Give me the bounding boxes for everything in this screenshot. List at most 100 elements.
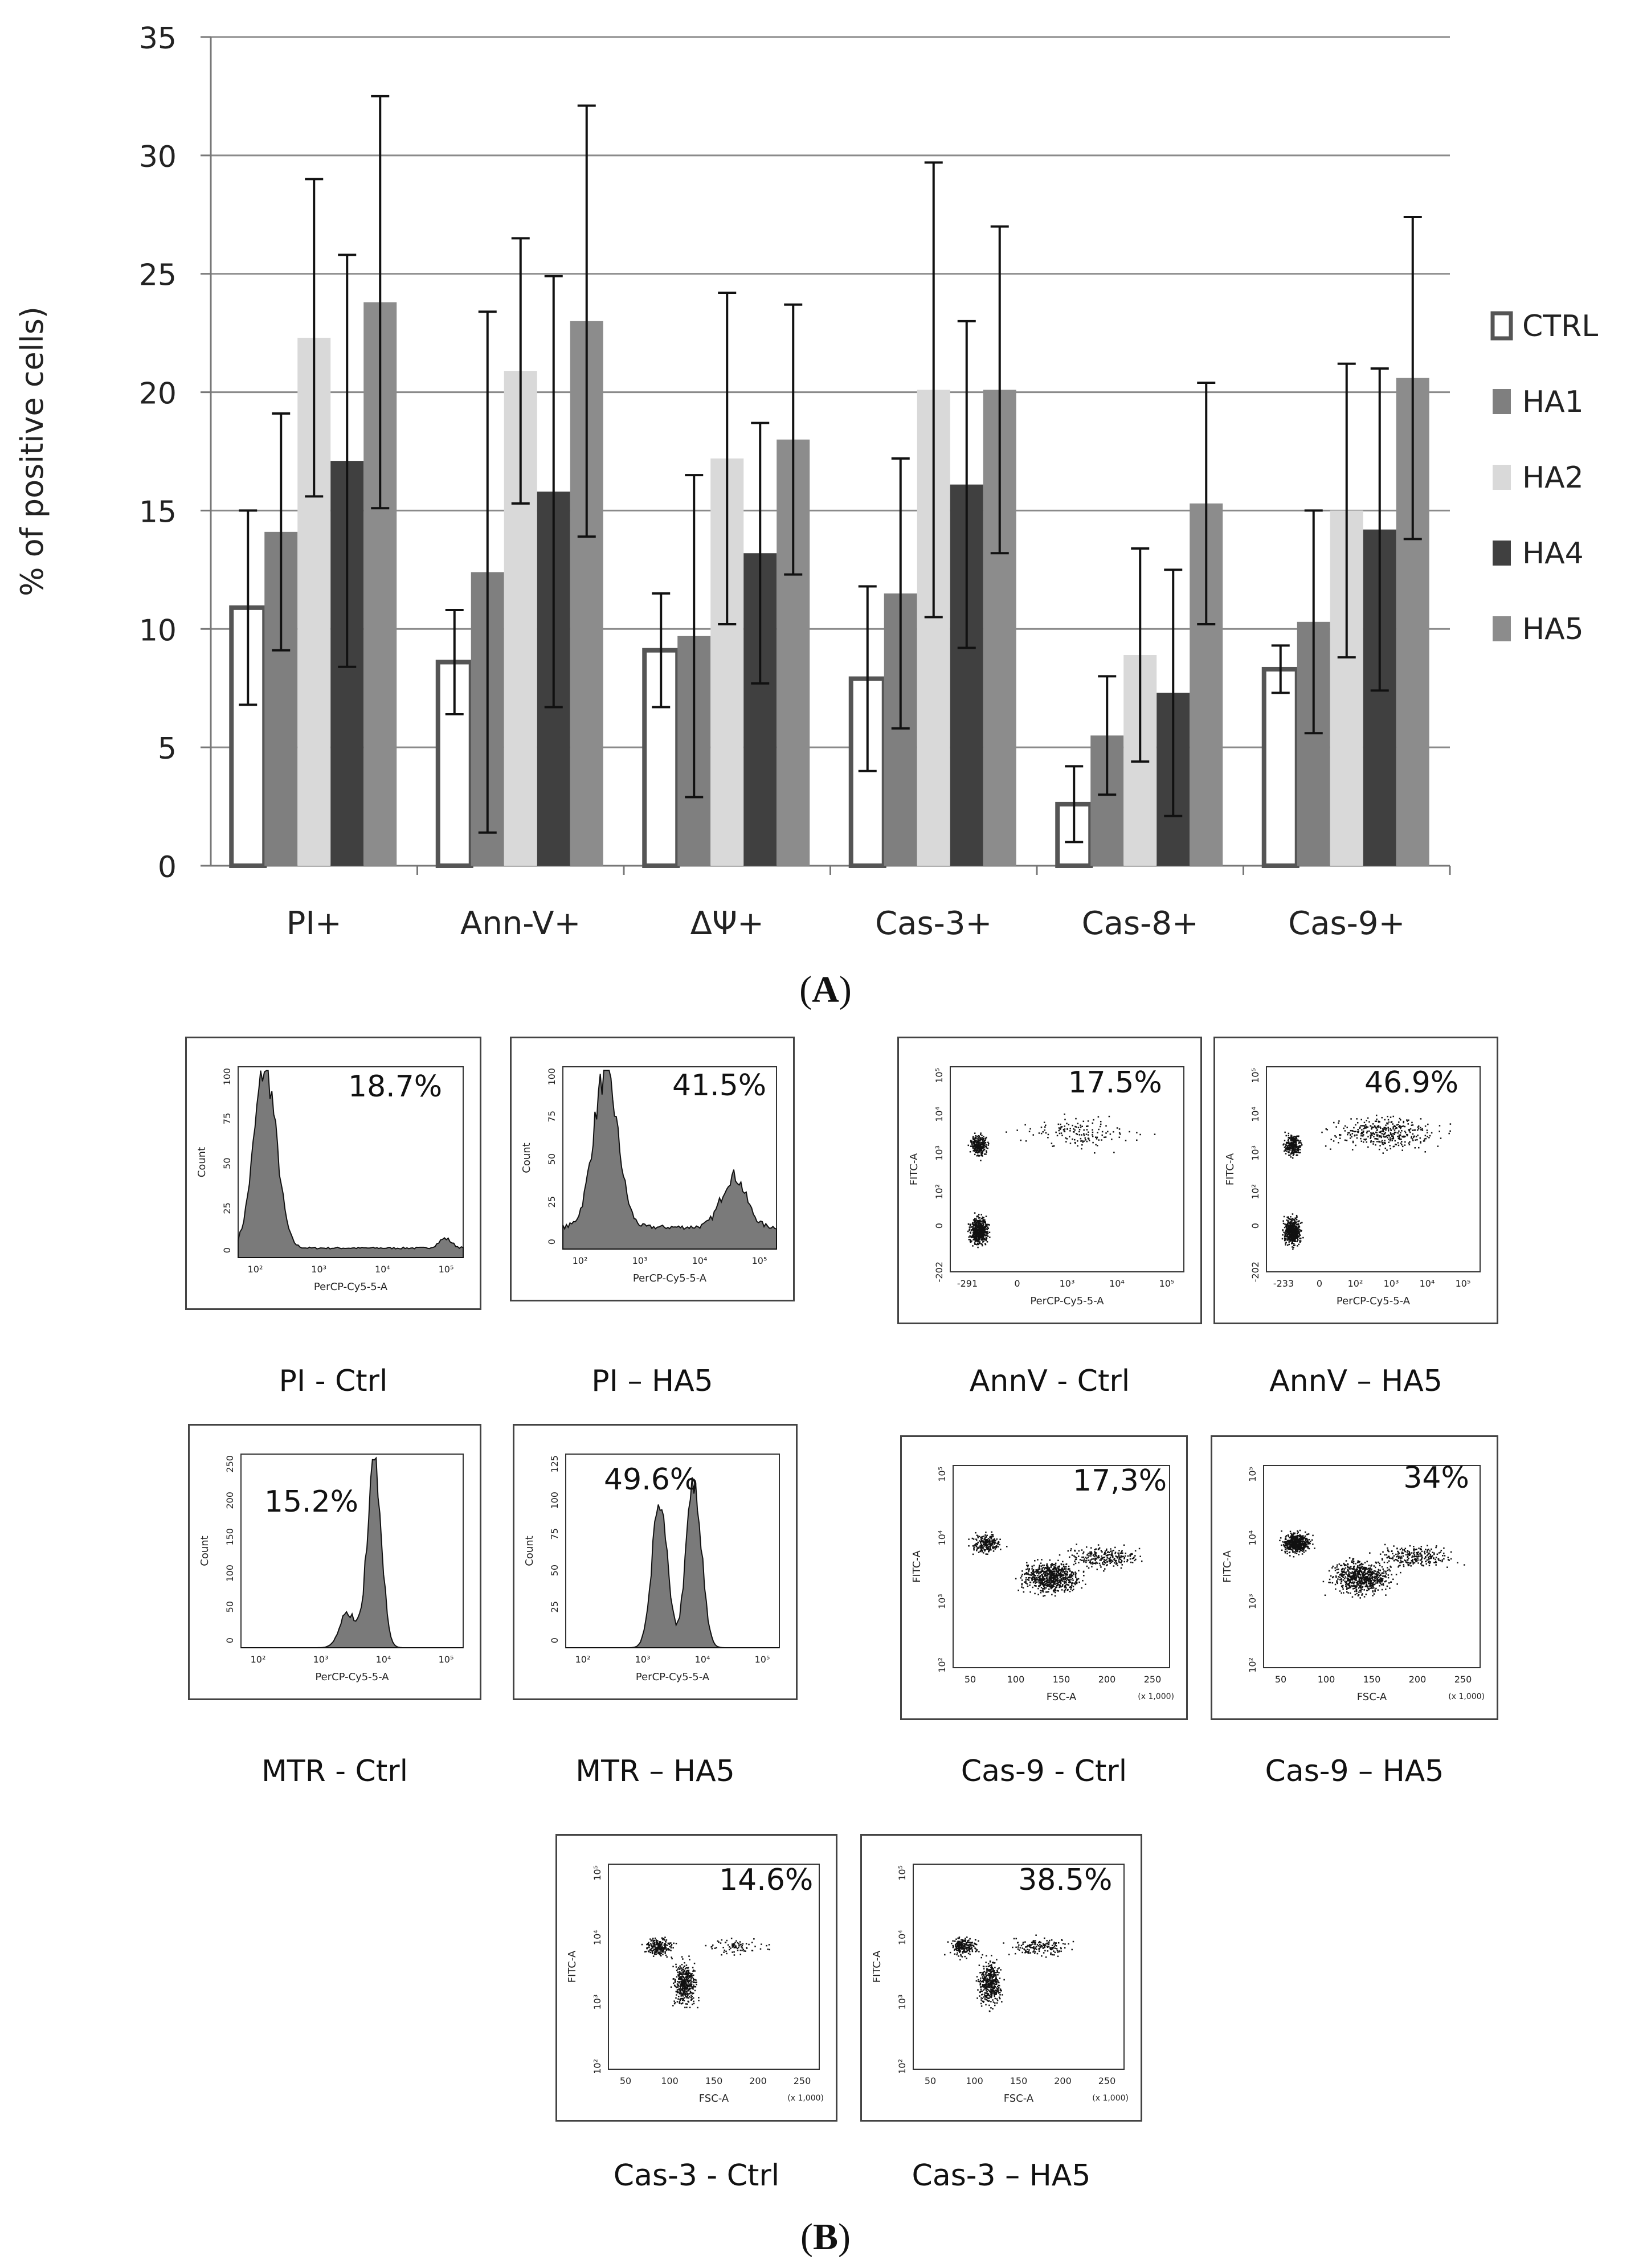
scatter-point bbox=[1053, 1563, 1055, 1566]
scatter-point bbox=[1300, 1544, 1302, 1546]
scatter-point bbox=[1284, 1237, 1286, 1239]
y-tick-label: 5 bbox=[158, 732, 177, 766]
scatter-point bbox=[974, 1235, 976, 1237]
scatter-point bbox=[1372, 1583, 1374, 1585]
scatter-point bbox=[992, 1548, 994, 1550]
scatter-point bbox=[1066, 1577, 1068, 1579]
scatter-point bbox=[1344, 1572, 1346, 1574]
plot-x-label: PerCP-Cy5-5-A bbox=[315, 1671, 389, 1683]
scatter-point bbox=[1363, 1569, 1366, 1571]
scatter-point bbox=[1113, 1152, 1115, 1153]
scatter-point bbox=[1287, 1237, 1289, 1239]
scatter-point bbox=[1416, 1139, 1418, 1141]
scatter-point bbox=[1417, 1554, 1419, 1555]
scatter-point bbox=[1346, 1585, 1347, 1587]
scatter-point bbox=[1308, 1541, 1310, 1544]
scatter-point bbox=[1025, 1569, 1027, 1570]
scatter-point bbox=[984, 1137, 986, 1139]
scatter-point bbox=[1290, 1229, 1293, 1231]
scatter-point bbox=[1039, 1583, 1041, 1585]
scatter-point bbox=[1055, 1578, 1057, 1580]
scatter-point bbox=[1045, 1577, 1048, 1579]
scatter-point bbox=[1094, 1152, 1096, 1154]
scatter-point bbox=[983, 1148, 986, 1151]
scatter-point bbox=[1290, 1135, 1293, 1137]
scatter-point bbox=[972, 1230, 974, 1232]
scatter-point bbox=[1302, 1537, 1304, 1539]
scatter-point bbox=[972, 1150, 974, 1152]
scatter-point bbox=[1401, 1141, 1403, 1143]
scatter-point bbox=[1098, 1139, 1100, 1141]
scatter-point bbox=[1059, 1580, 1061, 1582]
scatter-point bbox=[1314, 1548, 1315, 1549]
scatter-point bbox=[1292, 1226, 1294, 1228]
scatter-point bbox=[1286, 1231, 1289, 1234]
scatter-point bbox=[1358, 1583, 1360, 1585]
scatter-point bbox=[1299, 1145, 1302, 1147]
scatter-point bbox=[1377, 1127, 1379, 1128]
scatter-point bbox=[1380, 1578, 1382, 1579]
scatter-point bbox=[986, 1225, 988, 1227]
scatter-point bbox=[1347, 1566, 1349, 1569]
scatter-point bbox=[1069, 1581, 1072, 1583]
scatter-point bbox=[984, 1243, 986, 1244]
scatter-point bbox=[1071, 1585, 1073, 1586]
scatter-point bbox=[1284, 1233, 1286, 1234]
scatter-point bbox=[1395, 1553, 1397, 1555]
scatter-point bbox=[1038, 1571, 1040, 1573]
scatter-point bbox=[980, 1147, 982, 1149]
scatter-point bbox=[1305, 1550, 1307, 1552]
scatter-point bbox=[1056, 1580, 1057, 1582]
scatter-point bbox=[1404, 1559, 1405, 1561]
scatter-point bbox=[971, 1143, 973, 1144]
scatter-point bbox=[1298, 1243, 1299, 1246]
scatter-point bbox=[1420, 1559, 1423, 1561]
scatter-point bbox=[1403, 1121, 1404, 1124]
scatter-point bbox=[1294, 1151, 1297, 1153]
scatter-point bbox=[1338, 1563, 1341, 1565]
scatter-point bbox=[1044, 1571, 1045, 1573]
scatter-point bbox=[1391, 1550, 1393, 1553]
scatter-point bbox=[1374, 1575, 1376, 1577]
scatter-point bbox=[998, 1541, 1000, 1543]
scatter-point bbox=[1082, 1556, 1085, 1558]
scatter-point bbox=[1343, 1565, 1346, 1566]
scatter-point bbox=[1301, 1222, 1303, 1223]
scatter-point bbox=[1363, 1574, 1364, 1576]
scatter-point bbox=[1056, 1574, 1058, 1576]
scatter-point bbox=[1136, 1139, 1138, 1141]
scatter-point bbox=[1354, 1574, 1356, 1576]
scatter-point bbox=[1294, 1144, 1296, 1146]
scatter-point bbox=[984, 1544, 986, 1545]
scatter-point bbox=[983, 1552, 984, 1554]
scatter-point bbox=[1447, 1557, 1449, 1558]
scatter-point bbox=[1353, 1127, 1355, 1129]
scatter-point bbox=[1406, 1559, 1408, 1561]
scatter-point bbox=[975, 1543, 976, 1545]
scatter-point bbox=[1088, 1567, 1090, 1569]
scatter-point bbox=[1076, 1557, 1077, 1559]
scatter-point bbox=[1094, 1551, 1097, 1554]
scatter-point bbox=[1117, 1556, 1118, 1558]
scatter-point bbox=[1417, 1555, 1419, 1558]
scatter-point bbox=[1338, 1576, 1339, 1578]
scatter-point bbox=[1302, 1541, 1304, 1542]
scatter-point bbox=[1284, 1149, 1286, 1151]
scatter-point bbox=[1032, 1569, 1035, 1571]
scatter-point bbox=[1070, 1588, 1072, 1590]
scatter-point bbox=[1409, 1131, 1411, 1133]
scatter-point bbox=[1289, 1555, 1291, 1557]
scatter-point bbox=[1400, 1139, 1402, 1140]
scatter-point bbox=[1427, 1132, 1428, 1133]
legend-label-ctrl: CTRL bbox=[1522, 309, 1598, 343]
scatter-point bbox=[978, 1225, 980, 1227]
percent-label: 17,3% bbox=[1073, 1464, 1167, 1498]
scatter-point bbox=[1337, 1571, 1339, 1574]
scatter-point bbox=[1048, 1568, 1051, 1570]
scatter-point bbox=[1297, 1239, 1299, 1241]
scatter-point bbox=[1290, 1143, 1292, 1145]
scatter-point bbox=[1072, 1138, 1073, 1140]
scatter-point bbox=[1436, 1553, 1439, 1555]
scatter-point bbox=[1369, 1585, 1371, 1587]
scatter-point bbox=[1383, 1134, 1384, 1136]
